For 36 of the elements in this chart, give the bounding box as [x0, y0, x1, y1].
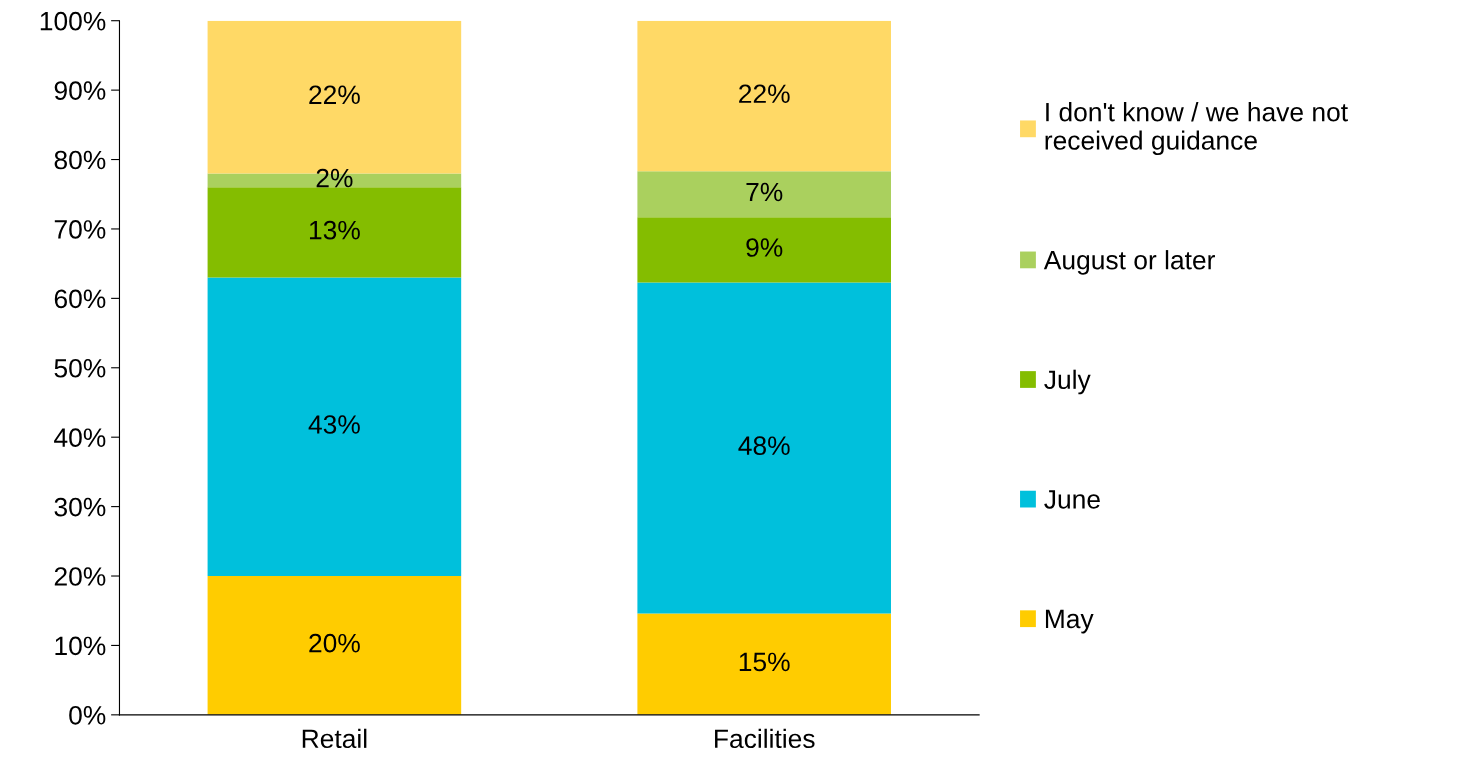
data-label: 22%	[309, 85, 360, 105]
data-label: 9%	[746, 238, 783, 257]
y-tick-label: 20%	[54, 567, 106, 586]
y-tick-label: 0%	[69, 705, 106, 725]
data-label: 48%	[738, 436, 790, 456]
bar	[207, 187, 462, 278]
data-label: 7%	[746, 182, 783, 202]
data-label: 15%	[739, 652, 790, 672]
legend-label: I don't know / we have not received guidance	[1045, 102, 1348, 156]
y-tick-label: 100%	[40, 11, 106, 31]
data-label: 43%	[308, 415, 360, 434]
y-tick-label: 10%	[55, 636, 106, 656]
bar	[637, 282, 891, 614]
data-label: 20%	[309, 633, 360, 653]
data-label: 13%	[309, 220, 360, 240]
legend-label: July	[1044, 369, 1091, 395]
y-tick-label: 30%	[54, 497, 106, 517]
x-tick-label: Facilities	[715, 728, 815, 749]
bar	[637, 217, 891, 283]
x-tick-label: Retail	[302, 728, 367, 749]
bar	[637, 171, 891, 218]
data-label: 2%	[316, 168, 353, 188]
bar	[637, 613, 891, 715]
y-tick-label: 60%	[54, 289, 106, 309]
y-tick-label: 70%	[54, 220, 106, 239]
y-tick-label: 50%	[54, 358, 106, 378]
y-tick-label: 40%	[54, 428, 106, 448]
data-label: 22%	[739, 84, 790, 103]
bar	[637, 20, 891, 172]
bar	[207, 576, 462, 715]
bar	[207, 277, 462, 577]
y-tick-label: 90%	[54, 81, 106, 100]
legend-label: June	[1044, 490, 1100, 509]
y-tick-label: 80%	[54, 150, 106, 170]
legend-label: August or later	[1043, 250, 1215, 275]
legend-label: May	[1045, 609, 1094, 634]
